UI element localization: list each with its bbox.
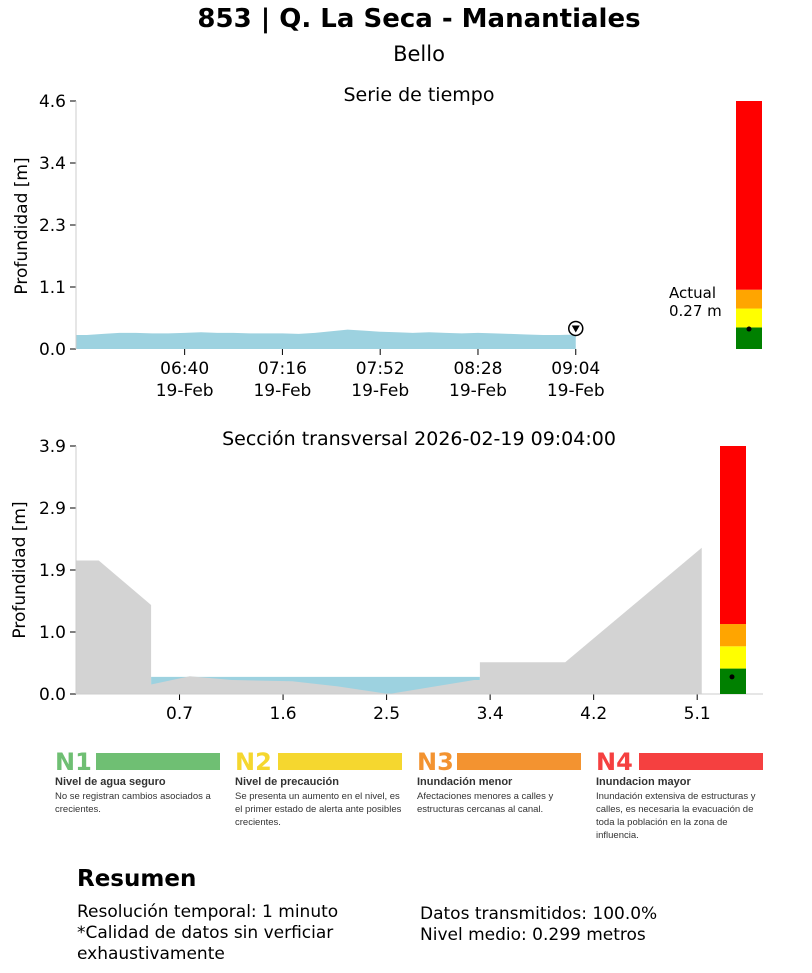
time-series-chart: Serie de tiempo Profundidad [m] 0.0 1.1 2.… (12, 84, 762, 401)
current-value: 0.27 m (669, 302, 722, 320)
level-bar-segment (736, 308, 762, 328)
y-tick-label: 1.0 (39, 623, 66, 643)
x-tick-date: 19-Feb (156, 381, 214, 401)
level-bar-segment (720, 446, 746, 625)
x-tick-date: 19-Feb (449, 381, 507, 401)
resumen-title: Resumen (77, 866, 197, 892)
legend-n4-code: N4 (596, 748, 633, 776)
level-bar-segment (736, 289, 762, 309)
y-tick-label: 0.0 (39, 340, 66, 360)
legend-n4-bar (639, 753, 763, 770)
legend-n3-bar (457, 753, 581, 770)
legend-n2-bar (278, 753, 402, 770)
legend-n1-desc: No se registran cambios asociados a crec… (55, 791, 211, 815)
legend-n3-name: Inundación menor (417, 776, 513, 788)
resumen-transmitted: Datos transmitidos: 100.0% (420, 904, 658, 924)
x-tick-time: 06:40 (160, 359, 209, 379)
legend-n3-code: N3 (417, 748, 454, 776)
x-tick-label: 2.5 (373, 704, 400, 724)
level-bar-current-dot (729, 674, 735, 680)
y-tick-label: 1.9 (39, 561, 66, 581)
x-tick-date: 19-Feb (253, 381, 311, 401)
cross-section-chart: Sección transversal 2026-02-19 09:04:00 … (10, 428, 763, 724)
time-series-title: Serie de tiempo (344, 84, 495, 106)
x-tick-label: 4.2 (580, 704, 607, 724)
resumen-resolution: Resolución temporal: 1 minuto (77, 902, 339, 922)
y-tick-label: 2.9 (39, 499, 66, 519)
current-marker-triangle (571, 325, 580, 333)
legend-n1: N1 Nivel de agua seguro No se registran … (55, 748, 225, 816)
time-series-ylabel: Profundidad [m] (12, 157, 32, 294)
page-subtitle: Bello (393, 42, 445, 66)
level-bar-segment (720, 624, 746, 647)
level-bar-segment (720, 668, 746, 694)
x-tick-label: 3.4 (477, 704, 504, 724)
legend-n3: N3 Inundación menor Afectaciones menores… (417, 748, 587, 816)
legend-n4: N4 Inundacion mayor Inundación extensiva… (596, 748, 766, 842)
y-tick-label: 3.4 (39, 154, 66, 174)
level-bar-segment (736, 101, 762, 290)
ground-profile (76, 547, 702, 694)
page-title: 853 | Q. La Seca - Manantiales (197, 4, 641, 34)
y-tick-label: 0.0 (39, 685, 66, 705)
x-tick-label: 1.6 (270, 704, 297, 724)
level-bar-segment (736, 327, 762, 349)
x-tick-time: 09:04 (551, 359, 600, 379)
resumen-mean: Nivel medio: 0.299 metros (420, 925, 646, 945)
legend-n2-code: N2 (235, 748, 272, 776)
legend-n1-name: Nivel de agua seguro (55, 776, 166, 788)
y-tick-label: 3.9 (39, 437, 66, 457)
x-tick-date: 19-Feb (351, 381, 409, 401)
legend-n1-code: N1 (55, 748, 92, 776)
legend-n1-bar (96, 753, 220, 770)
x-tick-time: 07:52 (356, 359, 405, 379)
x-tick-label: 0.7 (166, 704, 193, 724)
legend-n3-desc: Afectaciones menores a calles y estructu… (417, 791, 554, 815)
current-label: Actual (669, 284, 716, 302)
legend-n2: N2 Nivel de precaución Se presenta un au… (235, 748, 405, 829)
y-tick-label: 2.3 (39, 216, 66, 236)
level-bar-current-dot (746, 326, 752, 332)
legend-n2-desc: Se presenta un aumento en el nivel, es e… (235, 791, 402, 828)
cross-section-title: Sección transversal 2026-02-19 09:04:00 (222, 428, 616, 450)
cross-section-ylabel: Profundidad [m] (10, 501, 30, 638)
y-tick-label: 4.6 (39, 92, 66, 112)
legend-n4-desc: Inundación extensiva de estructuras y ca… (596, 791, 756, 841)
y-tick-label: 1.1 (39, 278, 66, 298)
x-tick-label: 5.1 (684, 704, 711, 724)
depth-series-area (76, 329, 576, 349)
level-bar-segment (720, 646, 746, 669)
x-tick-date: 19-Feb (547, 381, 605, 401)
legend-n2-name: Nivel de precaución (235, 776, 339, 788)
x-tick-time: 07:16 (258, 359, 307, 379)
legend-n4-name: Inundacion mayor (596, 776, 691, 788)
x-tick-time: 08:28 (453, 359, 502, 379)
resumen-quality: *Calidad de datos sin verficiar exhausti… (77, 923, 334, 964)
